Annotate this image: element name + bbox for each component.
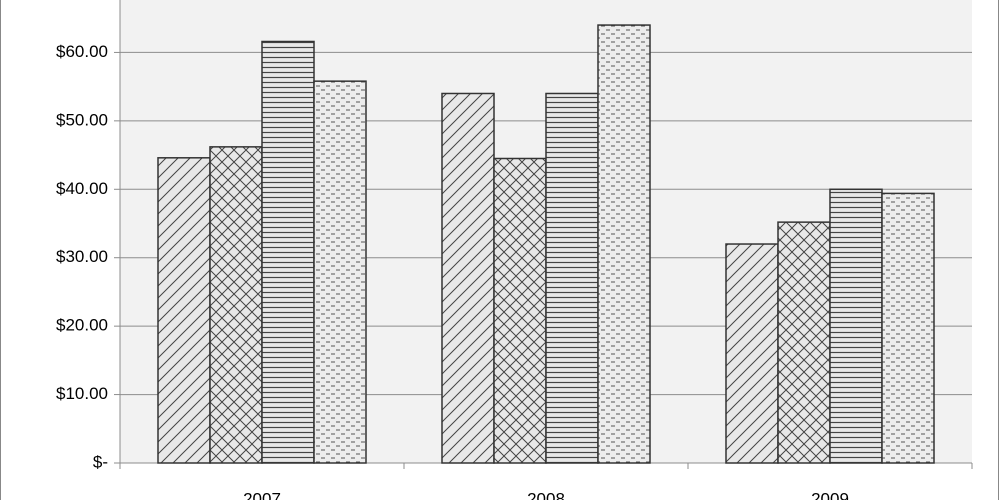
bar — [157, 157, 211, 464]
bar — [597, 24, 651, 464]
bar — [777, 221, 831, 464]
x-tick-label: 2007 — [243, 489, 281, 500]
bar — [441, 92, 495, 464]
x-tick-label: 2008 — [527, 489, 565, 500]
bar — [829, 188, 883, 464]
y-tick-label: $- — [93, 452, 108, 471]
x-tick-label: 2009 — [811, 489, 849, 500]
bar — [493, 157, 547, 464]
bar — [313, 80, 367, 464]
y-tick-label: $40.00 — [56, 179, 108, 198]
y-tick-label: $60.00 — [56, 42, 108, 61]
bar — [881, 192, 935, 464]
y-tick-label: $50.00 — [56, 110, 108, 129]
y-tick-label: $10.00 — [56, 384, 108, 403]
y-tick-label: $30.00 — [56, 247, 108, 266]
bar — [545, 92, 599, 464]
y-tick-label: $20.00 — [56, 316, 108, 335]
bar — [209, 146, 263, 464]
bar — [261, 40, 315, 464]
bar — [725, 243, 779, 464]
